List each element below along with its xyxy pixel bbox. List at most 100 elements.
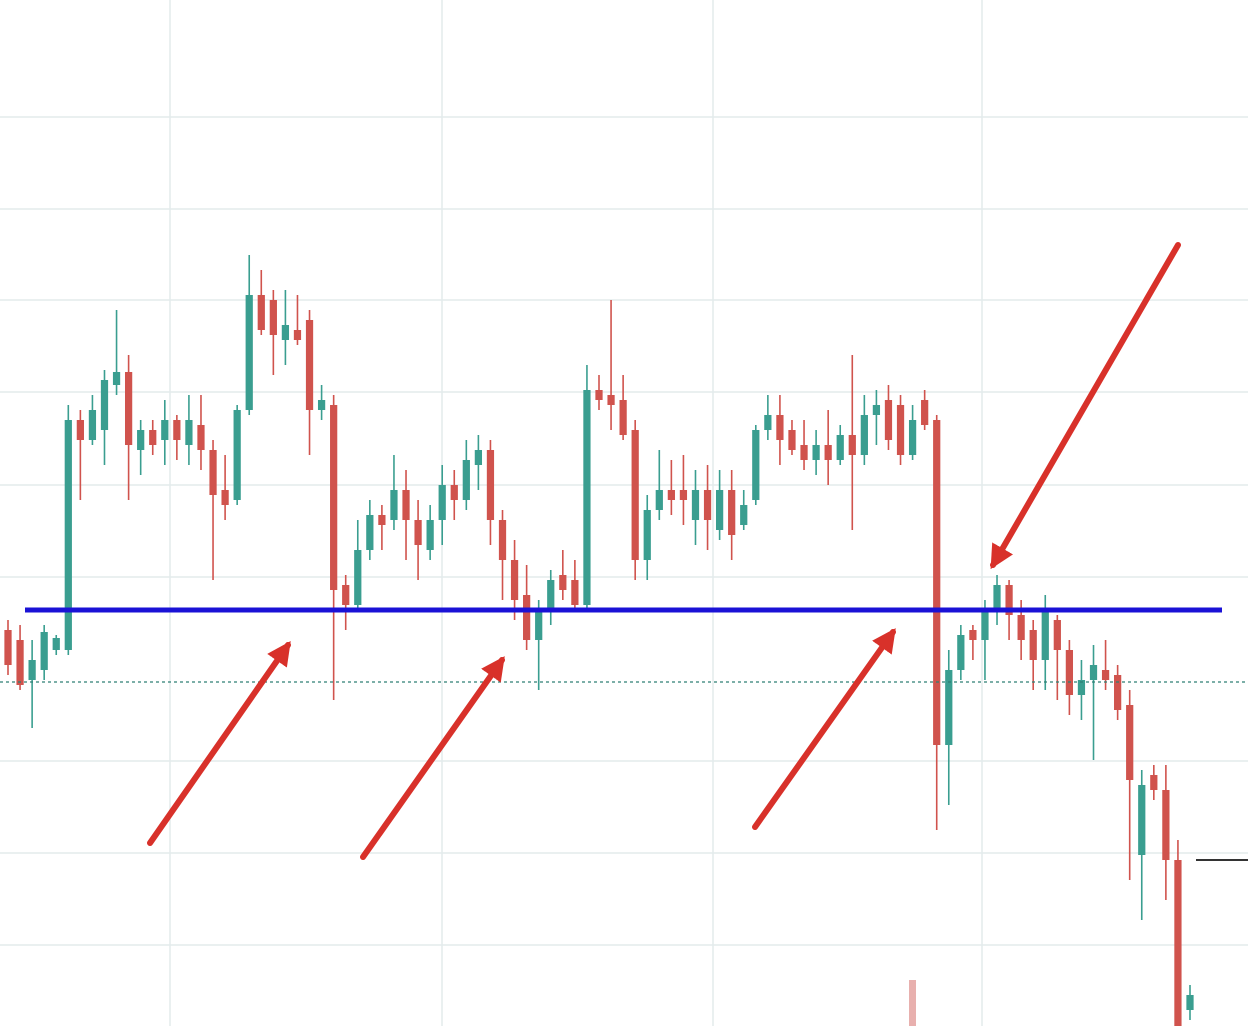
candle-body [836, 435, 844, 460]
candle-body [426, 520, 434, 550]
candle-body [993, 585, 1001, 612]
candle-body [667, 490, 675, 500]
candle-body [860, 415, 868, 455]
candle-body [462, 460, 470, 500]
candle-body [366, 515, 374, 550]
volume-bar [909, 980, 916, 1026]
candle-body [474, 450, 483, 465]
candle-body [655, 490, 663, 510]
candle-body [149, 430, 157, 445]
candle-body [245, 295, 253, 410]
candle-body [908, 420, 917, 455]
candle-body [691, 490, 700, 520]
candle-body [824, 445, 832, 460]
candle-body [28, 660, 36, 680]
arrow [990, 242, 1181, 570]
candle-body [812, 445, 820, 460]
candle-body [1101, 670, 1110, 680]
candle-body [305, 320, 314, 410]
candle-body [330, 405, 338, 590]
candle-body [414, 520, 422, 545]
candle-body [969, 630, 977, 640]
candle-body [884, 400, 893, 440]
candle-body [233, 410, 241, 500]
candle-body [1186, 995, 1194, 1010]
arrows [147, 242, 1181, 860]
candle-body [1077, 680, 1086, 695]
candle-body [1174, 860, 1182, 1026]
candle-body [16, 640, 24, 685]
candle-body [933, 420, 941, 745]
candle-body [137, 430, 145, 450]
candle-body [112, 372, 121, 385]
candle-body [921, 400, 929, 425]
candle-body [498, 520, 507, 560]
arrow [752, 628, 896, 830]
candle-body [607, 395, 615, 405]
candle-body [209, 450, 217, 495]
candle-body [848, 435, 856, 455]
candle-body [281, 325, 290, 340]
candle-body [1065, 650, 1074, 695]
candle-body [1089, 665, 1098, 680]
candle-body [523, 595, 531, 640]
candle-body [1029, 630, 1037, 660]
candle-body [173, 420, 181, 440]
candle-body [1150, 775, 1158, 790]
candle-body [4, 630, 12, 665]
candle-body [535, 610, 543, 640]
candle-body [185, 420, 193, 445]
candle-body [197, 425, 205, 450]
candle-body [1017, 615, 1025, 640]
levels [0, 607, 1248, 683]
candle-body [1162, 790, 1170, 860]
candle-body [872, 405, 881, 415]
candle-body [221, 490, 229, 505]
candle-body [450, 485, 458, 500]
candle-body [957, 635, 965, 670]
candle-body [64, 420, 72, 650]
candle-body [703, 490, 712, 520]
candle-body [40, 632, 48, 670]
candles [4, 255, 1194, 1026]
candle-body [715, 490, 724, 530]
candle-body [510, 560, 519, 600]
candle-body [52, 638, 60, 650]
candle-body [1053, 620, 1061, 650]
candle-body [76, 420, 84, 440]
candle-body [752, 430, 760, 500]
candle-body [896, 405, 905, 455]
candle-body [559, 575, 567, 590]
candle-body [378, 515, 386, 525]
candle-body [486, 450, 495, 520]
candle-body [1041, 610, 1049, 660]
candle-body [342, 585, 350, 605]
candle-body [788, 430, 796, 450]
candle-body [269, 300, 277, 335]
candle-body [100, 380, 109, 430]
candle-body [631, 430, 639, 560]
candle-body [390, 490, 398, 520]
candle-body [438, 485, 446, 520]
candle-body [161, 420, 169, 440]
candle-body [293, 330, 302, 340]
candle-body [643, 510, 651, 560]
candle-body [595, 390, 603, 400]
candle-body [619, 400, 627, 435]
arrow [147, 641, 291, 846]
candle-body [124, 372, 133, 445]
candle-body [945, 670, 953, 745]
candle-body [1126, 705, 1134, 780]
candle-body [679, 490, 688, 500]
arrow [360, 656, 505, 860]
candle-body [402, 490, 410, 520]
candle-body [800, 445, 808, 460]
candle-body [776, 415, 784, 440]
candle-body [88, 410, 97, 440]
candle-body [728, 490, 736, 535]
candle-body [1138, 785, 1146, 855]
candle-body [583, 390, 591, 605]
